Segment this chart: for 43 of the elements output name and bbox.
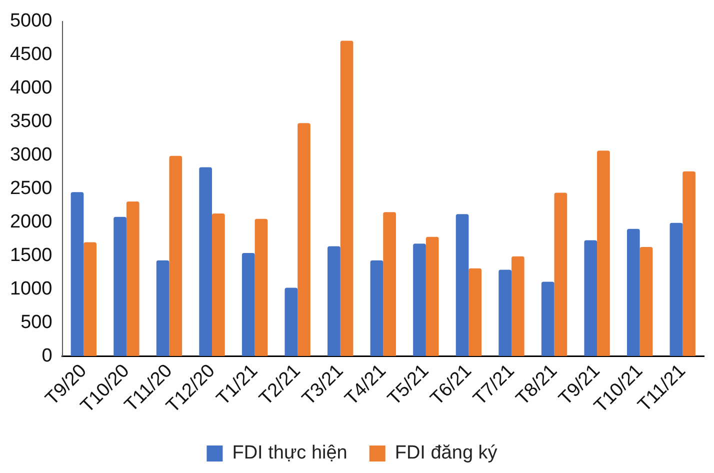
y-tick-label: 4000: [10, 78, 52, 99]
y-tick-label: 2500: [10, 178, 52, 199]
bar: [498, 270, 512, 356]
bar: [670, 222, 683, 356]
bar: [511, 256, 524, 356]
bar: [84, 242, 96, 356]
bar: [114, 216, 126, 356]
bar: [426, 236, 439, 356]
y-tick-label: 0: [42, 345, 52, 366]
y-tick-label: 1000: [10, 278, 52, 300]
bar: [383, 212, 396, 356]
y-tick-label: 1500: [10, 244, 52, 266]
bar: [254, 218, 268, 356]
bar: [126, 201, 140, 356]
bar: [413, 244, 426, 356]
bar: [468, 268, 482, 356]
y-tick-label: 3500: [10, 111, 52, 132]
bar: [242, 252, 255, 356]
bar: [554, 192, 568, 356]
bar: [199, 167, 212, 356]
bar: [597, 150, 610, 356]
bar: [682, 171, 696, 356]
bar: [212, 213, 225, 356]
bar: [156, 260, 170, 356]
legend-label: FDI đăng ký: [394, 442, 498, 464]
bar: [541, 282, 554, 356]
bar: [340, 40, 354, 356]
y-tick-label: 500: [20, 312, 52, 333]
bar: [70, 192, 84, 356]
bar: [370, 260, 384, 356]
legend-label: FDI thực hiện: [232, 442, 348, 464]
bar: [456, 214, 469, 356]
bar: [284, 288, 298, 356]
y-tick-label: 3000: [10, 144, 52, 166]
bar: [640, 246, 653, 356]
y-tick-label: 4500: [10, 44, 52, 66]
bar: [298, 123, 310, 356]
y-tick-label: 5000: [10, 10, 52, 32]
y-tick-label: 2000: [10, 211, 52, 232]
bar: [626, 228, 640, 356]
bar: [584, 240, 598, 356]
bar: [169, 156, 182, 356]
bar: [328, 246, 340, 356]
